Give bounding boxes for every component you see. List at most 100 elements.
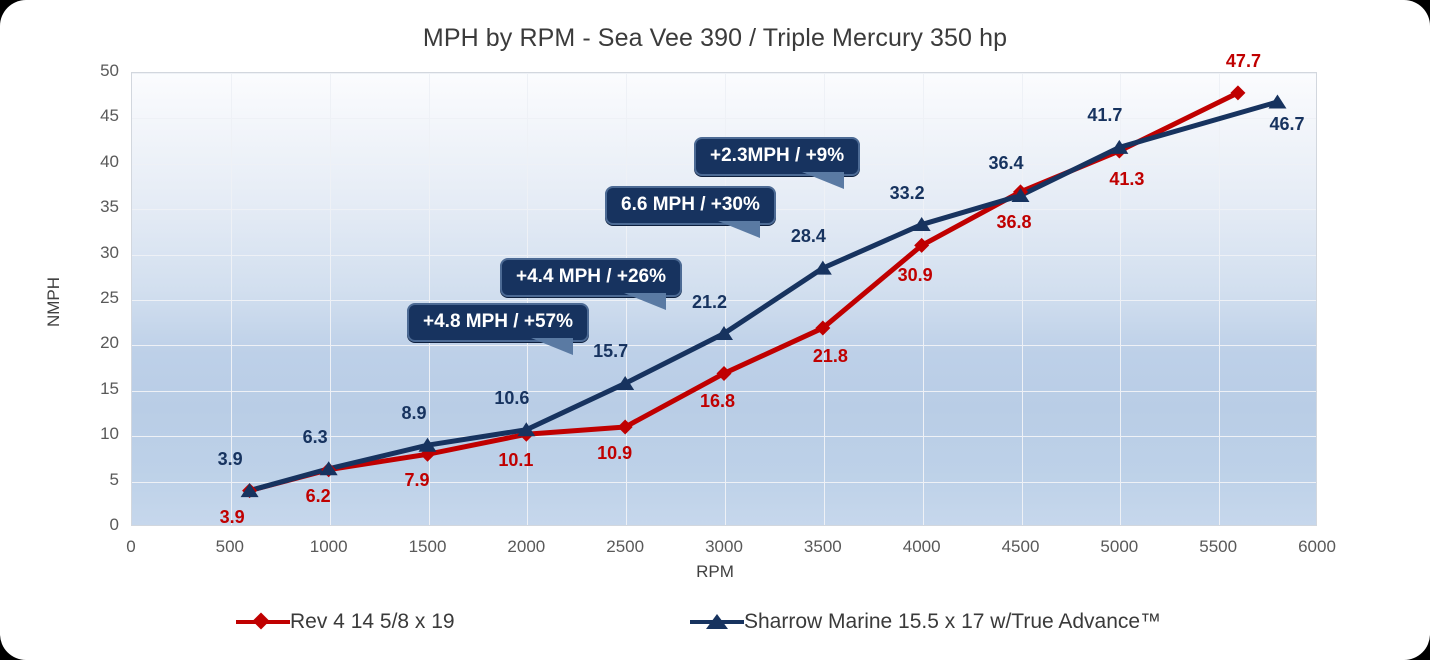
data-point-label: 47.7	[1225, 50, 1261, 71]
data-point-label: 33.2	[889, 182, 925, 203]
data-point-marker-triangle	[912, 217, 931, 232]
data-point-marker-triangle	[813, 260, 832, 275]
y-tick-label: 50	[100, 61, 119, 80]
data-point-marker-diamond	[716, 365, 732, 381]
grid-line-vertical	[1120, 73, 1122, 525]
x-tick-label: 2500	[606, 537, 645, 556]
x-tick-label: 4500	[1001, 537, 1040, 556]
data-point-marker-triangle	[1011, 187, 1030, 202]
data-point-marker-triangle	[616, 375, 635, 390]
annotation-callout: +4.8 MPH / +57%	[407, 303, 589, 355]
data-point-marker-triangle	[517, 422, 536, 437]
chart-legend: Rev 4 14 5/8 x 19 Sharrow Marine 15.5 x 1…	[0, 600, 1430, 646]
x-tick-label: 1500	[408, 537, 447, 556]
x-tick-label: 5500	[1199, 537, 1238, 556]
grid-line-vertical	[725, 73, 726, 525]
grid-line-horizontal	[132, 300, 1316, 301]
data-point-marker-diamond	[815, 320, 831, 336]
data-point-label: 41.7	[1087, 105, 1123, 126]
grid-line-vertical	[1219, 73, 1221, 525]
x-tick-label: 500	[215, 537, 245, 556]
grid-line-horizontal	[132, 481, 1316, 483]
x-tick-label: 3000	[705, 537, 743, 556]
data-point-label: 46.7	[1269, 113, 1305, 134]
legend-label: Sharrow Marine 15.5 x 17 w/True Advance™	[744, 610, 1162, 633]
annotation-callout-tail	[717, 221, 760, 238]
data-point-label: 3.9	[217, 448, 243, 469]
annotation-callout-tail	[802, 172, 845, 189]
grid-line-vertical	[1021, 73, 1023, 525]
data-point-label: 6.3	[302, 426, 328, 447]
data-point-label: 3.9	[219, 506, 245, 527]
data-point-marker-triangle	[1268, 94, 1287, 109]
data-point-label: 28.4	[790, 226, 826, 247]
y-tick-label: 30	[100, 242, 119, 262]
y-tick-label: 25	[100, 288, 119, 307]
data-point-marker-diamond	[617, 419, 633, 435]
y-tick-label: 0	[109, 515, 119, 534]
data-point-label: 30.9	[897, 265, 933, 286]
annotation-callout-tail	[623, 293, 666, 310]
annotation-callout-text: 6.6 MPH / +30%	[621, 194, 760, 215]
data-point-marker-triangle	[1110, 139, 1129, 154]
annotation-callout: +2.3MPH / +9%	[694, 137, 861, 189]
data-point-marker-triangle	[418, 437, 437, 452]
annotation-callout-tail	[530, 338, 573, 355]
chart-title: MPH by RPM - Sea Vee 390 / Triple Mercur…	[422, 24, 1008, 52]
data-point-label: 10.6	[494, 387, 530, 408]
data-point-marker-triangle	[240, 483, 259, 498]
data-point-marker-diamond	[1230, 85, 1246, 101]
data-point-marker-diamond	[914, 237, 930, 253]
grid-line-vertical	[922, 73, 924, 525]
data-point-label: 10.1	[498, 450, 534, 471]
data-point-label: 10.9	[597, 443, 633, 464]
legend-label: Rev 4 14 5/8 x 19	[290, 610, 455, 633]
grid-line-horizontal	[132, 345, 1316, 347]
grid-line-horizontal	[132, 118, 1316, 120]
y-tick-label: 15	[100, 378, 119, 398]
grid-line-vertical	[329, 73, 331, 525]
data-point-marker-triangle	[319, 461, 338, 476]
grid-line-vertical	[230, 73, 232, 525]
y-tick-label: 20	[100, 333, 119, 353]
annotation-callout-text: +4.8 MPH / +57%	[423, 311, 573, 332]
data-point-label: 8.9	[401, 403, 427, 424]
x-tick-label: 6000	[1298, 537, 1336, 556]
x-tick-label: 3500	[803, 537, 842, 556]
data-point-label: 36.4	[988, 153, 1024, 174]
x-tick-label: 2000	[507, 537, 546, 556]
annotation-callout: +4.4 MPH / +26%	[500, 258, 682, 310]
data-point-label: 6.2	[305, 485, 331, 506]
data-point-label: 7.9	[404, 470, 430, 491]
x-tick-label: 1000	[309, 537, 348, 556]
series-layer	[240, 85, 1287, 499]
legend-item-sharrow[interactable]: Sharrow Marine 15.5 x 17 w/True Advance™	[690, 610, 1161, 634]
data-point-label: 36.8	[996, 211, 1032, 232]
data-point-label: 16.8	[700, 391, 736, 412]
data-point-marker-triangle	[715, 326, 733, 341]
data-point-label: 21.2	[692, 291, 728, 312]
y-tick-label: 45	[100, 106, 119, 126]
y-tick-label: 35	[100, 197, 119, 217]
data-point-label: 21.8	[812, 346, 848, 367]
grid-line-horizontal	[132, 436, 1316, 438]
legend-marker-diamond-icon	[236, 611, 290, 633]
grid-line-vertical	[823, 73, 825, 525]
x-tick-label: 0	[126, 537, 136, 556]
grid-line-vertical	[428, 73, 430, 525]
legend-item-rev4[interactable]: Rev 4 14 5/8 x 19	[236, 610, 455, 634]
y-tick-label: 10	[100, 424, 119, 444]
y-tick-label: 5	[109, 469, 119, 489]
grid-line-vertical	[527, 73, 529, 525]
x-tick-label: 4000	[902, 537, 941, 556]
y-tick-label: 40	[100, 151, 119, 171]
data-point-label: 15.7	[593, 341, 629, 362]
x-tick-label: 5000	[1100, 537, 1139, 556]
annotation-callout-text: +4.4 MPH / +26%	[516, 266, 666, 287]
legend-marker-triangle-icon	[690, 611, 744, 633]
grid-line-horizontal	[132, 73, 1316, 74]
y-axis-title: NMPH	[44, 276, 63, 328]
data-point-label: 41.3	[1109, 168, 1145, 189]
x-axis-title: RPM	[696, 562, 734, 581]
